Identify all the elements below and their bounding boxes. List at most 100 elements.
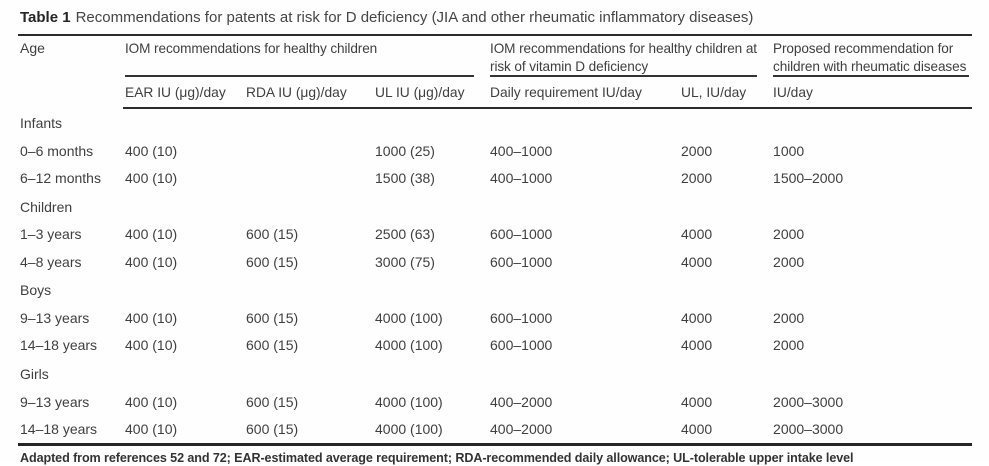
value-cell: 4000 [681,309,713,326]
age-range-cell: 14–18 years [20,337,98,354]
value-cell [771,275,972,304]
value-cell: 400 (10) [125,142,178,159]
value-cell: 400–2000 [490,393,553,410]
group-header-iom-at-risk-label: IOM recommendations for healthy children… [490,40,757,77]
section-label: Boys [20,282,52,299]
group-header-proposed-label: Proposed recommendation for children wit… [773,40,969,77]
table-caption: Table 1 Recommendations for patents at ri… [18,6,972,36]
value-cell: 2000–3000 [773,393,844,410]
value-cell [771,359,972,388]
value-cell: 400–1000 [490,142,553,159]
value-cell: 400 (10) [125,226,178,243]
table-row: 14–18 years 400 (10) 600 (15) 4000 (100) 400… [18,415,972,446]
age-range-cell: 9–13 years [20,309,90,326]
column-header-proposed-iu: IU/day [771,77,972,109]
value-cell: 4000 (100) [373,415,489,446]
value-cell: 1000 (25) [375,142,435,159]
section-row: Infants [18,108,972,137]
value-cell: 4000 [681,393,713,410]
table-row: 0–6 months 400 (10) 1000 (25) 400–1000 2000 1… [18,137,972,165]
value-cell: 400 (10) [125,170,178,187]
table-row: 4–8 years 400 (10) 600 (15) 3000 (75) 600–10… [18,248,972,276]
group-header-iom-healthy: IOM recommendations for healthy children [123,36,488,77]
table-row: 9–13 years 400 (10) 600 (15) 4000 (100) 600–… [18,304,972,332]
value-cell: 400 (10) [125,253,178,270]
value-cell: 4000 (100) [375,309,443,326]
section-label: Girls [20,366,49,383]
value-cell: 2000–3000 [771,415,972,446]
section-row: Boys [18,275,972,304]
value-cell [373,359,488,388]
value-cell: 600–1000 [490,226,553,243]
value-cell: 2000 [773,226,805,243]
section-row: Children [18,192,972,221]
value-cell [244,137,373,165]
group-header-row: Age IOM recommendations for healthy chil… [18,36,972,77]
value-cell: 400 (10) [125,337,178,354]
age-range-cell: 1–3 years [20,226,82,243]
value-cell: 400 (10) [125,309,178,326]
section-label: Children [20,198,73,215]
table-header: Age IOM recommendations for healthy chil… [18,36,972,109]
value-cell: 1000 [773,142,805,159]
value-cell: 4000 [679,415,772,446]
group-header-iom-healthy-label: IOM recommendations for healthy children [125,40,475,77]
value-cell [244,164,373,192]
value-cell [488,192,679,221]
value-cell [679,359,771,388]
value-cell [488,275,679,304]
column-header-rda: RDA IU (μg)/day [244,77,373,109]
section-label: Infants [20,115,63,131]
column-header-ul: UL IU (μg)/day [373,77,489,109]
value-cell: 1500 (38) [375,170,435,187]
value-cell: 600 (15) [246,226,299,243]
value-cell: 600 (15) [246,309,299,326]
value-cell: 3000 (75) [375,253,435,270]
value-cell [123,275,244,304]
value-cell: 600–1000 [490,309,553,326]
value-cell [244,359,373,388]
table-row: 1–3 years 400 (10) 600 (15) 2500 (63) 600–10… [18,220,972,248]
column-header-daily-requirement: Daily requirement IU/day [488,77,680,109]
value-cell: 600 (15) [244,415,373,446]
section-row: Girls [18,359,972,388]
table-caption-text: Recommendations for patents at risk for … [75,9,754,26]
value-cell: 600 (15) [246,337,299,354]
sub-header-row: EAR IU (μg)/day RDA IU (μg)/day UL IU (μ… [18,77,972,109]
value-cell [373,192,488,221]
value-cell: 600 (15) [246,393,299,410]
value-cell: 400 (10) [125,393,178,410]
value-cell: 400 (10) [123,415,244,446]
group-header-iom-at-risk: IOM recommendations for healthy children… [488,36,771,77]
table-number: Table 1 [20,9,71,26]
value-cell: 4000 [681,253,713,270]
value-cell [771,108,972,137]
value-cell: 2000 [773,253,805,270]
column-header-ear: EAR IU (μg)/day [123,77,244,109]
value-cell [123,108,244,137]
value-cell [679,192,771,221]
value-cell: 2000 [773,337,805,354]
table-footnote: Adapted from references 52 and 72; EAR-e… [20,450,854,465]
table-row: 6–12 months 400 (10) 1500 (38) 400–1000 2000… [18,164,972,192]
value-cell [123,192,244,221]
value-cell: 2000 [681,142,713,159]
value-cell: 600–1000 [490,337,553,354]
table-body: Infants 0–6 months 400 (10) 1000 (25) 400–10… [18,108,972,446]
value-cell: 4000 [681,337,713,354]
column-header-ul-at-risk: UL, IU/day [679,77,772,109]
value-cell [244,108,373,137]
value-cell: 600–1000 [490,253,553,270]
table-row: 14–18 years 400 (10) 600 (15) 4000 (100) 600… [18,331,972,359]
group-header-proposed: Proposed recommendation for children wit… [771,36,972,77]
value-cell [771,192,972,221]
age-range-cell: 9–13 years [20,393,90,410]
value-cell: 4000 [681,226,713,243]
value-cell: 2000 [773,309,805,326]
value-cell [373,275,488,304]
value-cell: 4000 (100) [375,337,443,354]
recommendations-table: Age IOM recommendations for healthy chil… [18,36,972,446]
age-range-cell: 0–6 months [20,142,94,159]
value-cell: 4000 (100) [375,393,443,410]
